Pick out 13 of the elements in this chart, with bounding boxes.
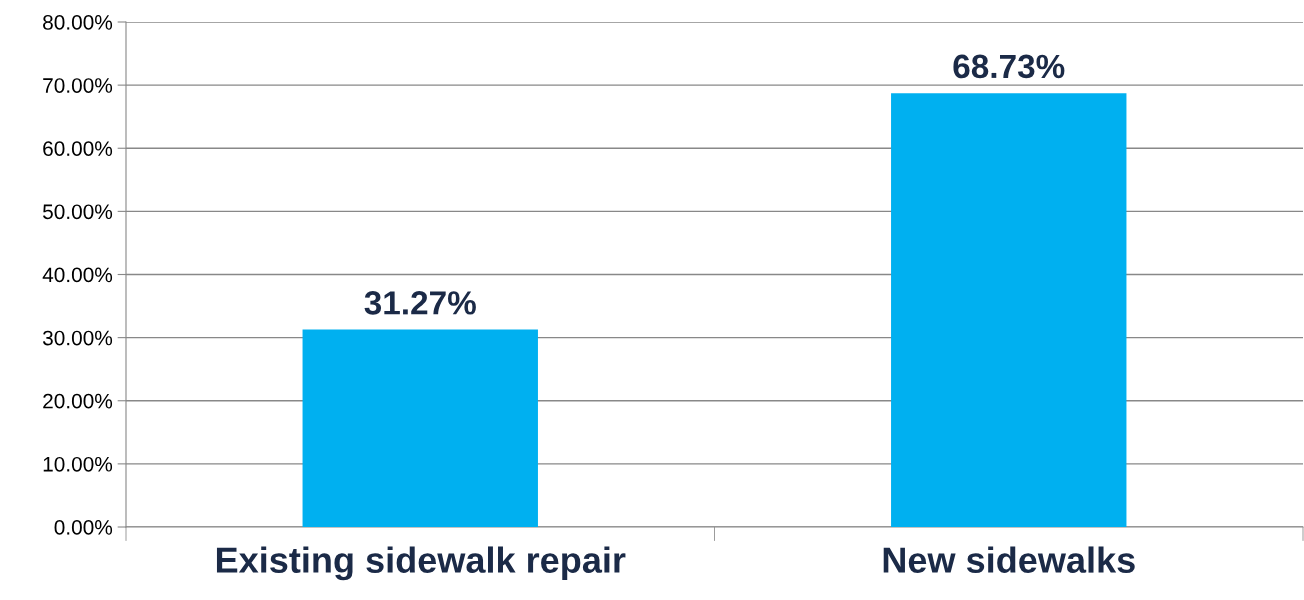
y-tick-label: 20.00% (43, 393, 113, 409)
y-tick-label: 50.00% (42, 204, 113, 220)
y-tick-label: 70.00% (43, 78, 113, 93)
y-tick-label: 80.00% (43, 15, 113, 30)
x-tick-label: Existing sidewalk repair (216, 546, 626, 581)
y-tick-label: 10.00% (43, 456, 113, 472)
y-tick-label: 60.00% (43, 141, 113, 156)
y-tick-label: 30.00% (42, 330, 113, 346)
data-label: 31.27% (364, 291, 476, 315)
data-label: 68.73% (953, 54, 1065, 79)
x-tick-label: New sidewalks (883, 546, 1135, 573)
y-tick-label: 0.00% (54, 520, 113, 535)
y-tick-label: 40.00% (42, 267, 113, 283)
